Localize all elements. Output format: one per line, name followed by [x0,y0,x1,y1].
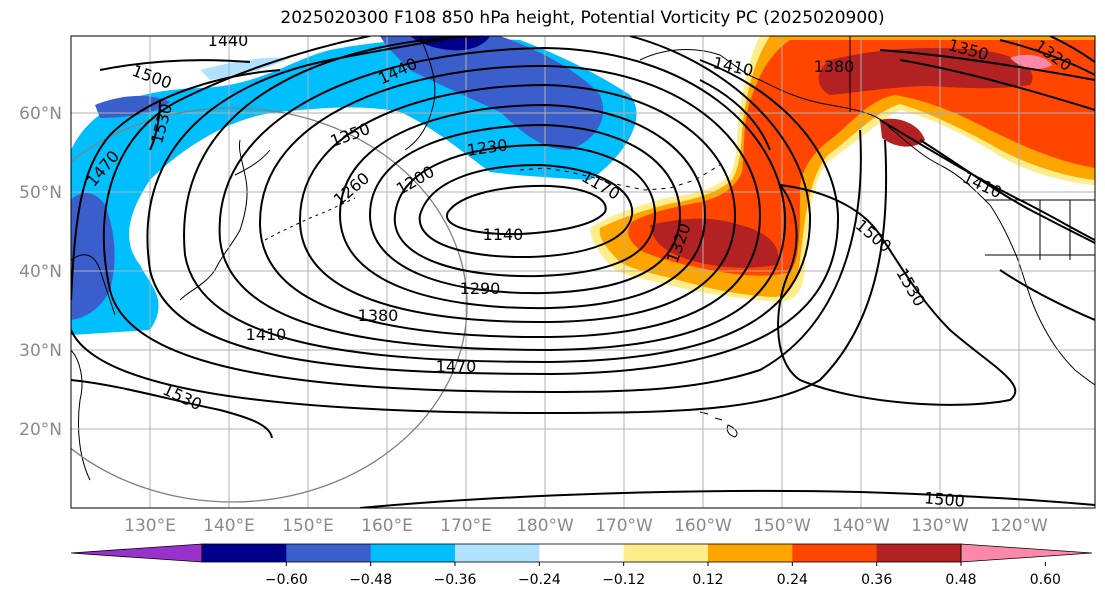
contour-label-1380-ne: 1380 [814,57,855,76]
map-frame [70,35,1096,509]
lat-label-60n: 60°N [19,104,62,124]
lon-label-140w: 140°W [832,516,890,536]
range-circle [71,107,468,503]
colorbar-segment [370,544,456,562]
lat-label-50n: 50°N [19,183,62,203]
contour-label-1470-s: 1470 [436,357,477,376]
contour-1530 [71,99,273,439]
colorbar: −0.60 −0.48 −0.36 −0.24 −0.12 0.12 0.24 0.36 0.4… [70,543,1093,588]
contour-label-1290: 1290 [460,279,501,298]
contour-1470 [71,69,888,415]
pv-band-pink [1010,54,1052,70]
colorbar-arrow-high [960,543,1093,563]
contour-1410 [146,36,840,376]
colorbar-segment [623,544,709,562]
korea-china-coast [71,254,116,481]
positive-pv-shading [590,36,1095,302]
colorbar-tick-label: 0.60 [1030,572,1061,588]
contour-label-1140: 1140 [483,225,524,244]
colorbar-segment [286,544,372,562]
colorbar-tick-label: −0.12 [602,572,645,588]
lat-label-20n: 20°N [19,420,62,440]
contour-1230 [368,123,682,295]
colorbar-segment [455,544,540,562]
colorbar-segment [708,544,793,562]
lon-label-160e: 160°E [361,516,413,536]
contour-1440 [102,36,862,394]
colorbar-tick-label: 0.12 [692,572,723,588]
longitude-labels: 130°E 140°E 150°E 160°E 170°E 180°W 170°… [124,516,1048,536]
colorbar-segment [539,544,625,562]
contour-1200 [393,143,657,278]
lon-label-140e: 140°E [203,516,255,536]
contour-1140 [446,184,607,236]
contour-1350 [218,46,787,352]
coastlines [71,36,1095,481]
map-area: 1440 1500 1530 1470 1350 1440 1230 1200 … [71,31,1095,510]
lon-label-120w: 120°W [990,516,1048,536]
height-contours [71,36,1095,508]
lon-label-170e: 170°E [440,516,492,536]
colorbar-tick-label: −0.24 [518,572,561,588]
contour-1260 [338,103,707,310]
colorbar-tick-label: 0.24 [777,572,808,588]
colorbar-tick-label: 0.36 [861,572,892,588]
contour-label-1440-nw: 1440 [208,31,249,50]
contour-west-alaska [699,36,1095,151]
pv-band-medium-blue [71,36,604,320]
lon-label-130w: 130°W [911,516,969,536]
map-title: 2025020300 F108 850 hPa height, Potentia… [280,8,885,28]
lat-label-40n: 40°N [19,262,62,282]
lon-label-180w: 180°W [516,516,574,536]
contour-label-1410-s: 1410 [246,325,287,344]
lon-label-130e: 130°E [124,516,176,536]
aleutian-islands [519,164,721,191]
colorbar-segment [202,544,287,562]
contour-label-1380: 1380 [358,306,399,325]
contour-1170 [418,163,634,259]
japan-coast [179,139,271,301]
colorbar-tick-label: −0.48 [349,572,392,588]
contour-nw-canada [879,119,1095,321]
colorbar-tick-label: −0.36 [434,572,477,588]
kamchatka-coast [404,36,436,151]
latitude-labels: 60°N 50°N 40°N 30°N 20°N [19,104,62,440]
contour-1380 [183,36,812,364]
colorbar-outline [201,543,962,563]
contour-label-1500-se: 1500 [923,488,965,510]
colorbar-segment [876,544,962,562]
contour-1290 [298,83,737,324]
north-america-west-coast [989,204,1095,386]
contour-1320 [258,64,762,339]
kuril-islands [264,197,356,241]
lon-label-150e: 150°E [282,516,334,536]
lon-label-150w: 150°W [753,516,811,536]
colorbar-tick-label: 0.48 [945,572,976,588]
lon-label-170w: 170°W [595,516,653,536]
lat-label-30n: 30°N [19,341,62,361]
colorbar-arrow-low [70,543,203,563]
contour-1500 [99,59,1095,508]
pv-band-red-orange [628,40,1095,276]
graticule [71,36,1095,508]
lon-label-160w: 160°W [674,516,732,536]
pv-band-dark-red [650,48,1033,268]
colorbar-tick-label: −0.60 [265,572,308,588]
colorbar-segment [792,544,878,562]
